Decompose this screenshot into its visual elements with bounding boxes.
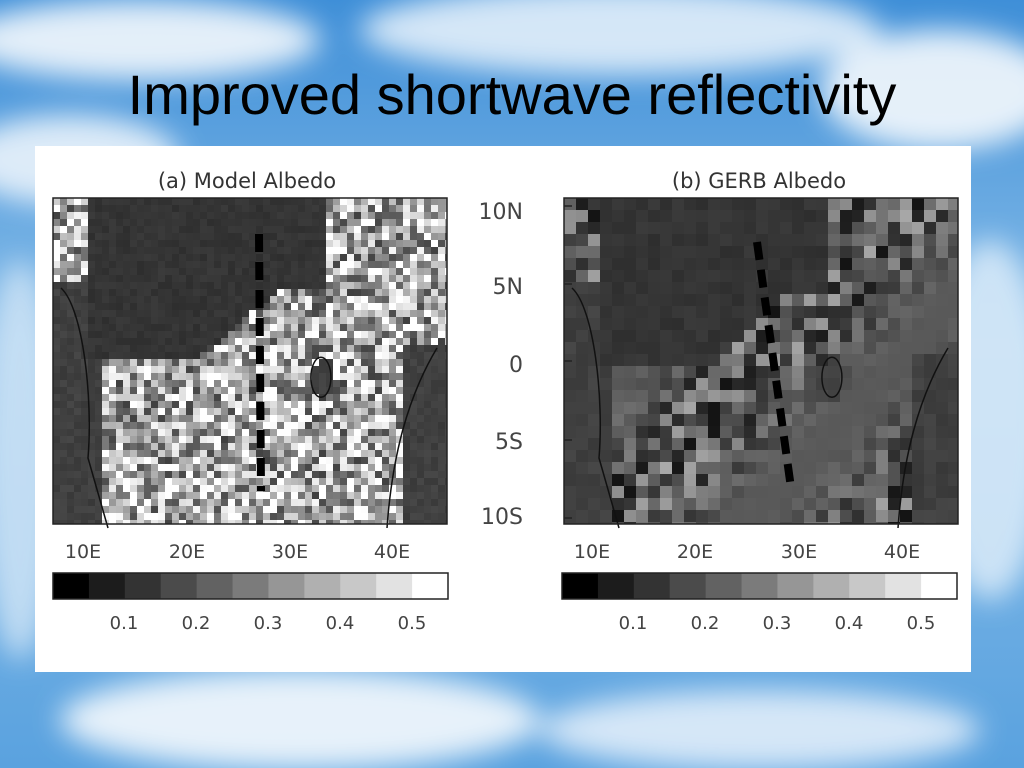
- panel-a-map: [52, 197, 448, 529]
- colorbar-tick-label: 0.2: [691, 613, 720, 634]
- colorbar-a-ticks: 0.1 0.2 0.3 0.4 0.5: [110, 613, 427, 634]
- colorbar-tick-label: 0.3: [254, 613, 283, 634]
- colorbar-swatch: [304, 573, 341, 599]
- y-tick-label: 10S: [481, 505, 523, 530]
- colorbar-swatch: [412, 573, 449, 599]
- colorbar-tick-label: 0.2: [182, 613, 211, 634]
- y-tick-label: 5S: [495, 430, 523, 455]
- colorbar-swatch: [777, 573, 814, 599]
- x-tick-label: 20E: [169, 541, 205, 563]
- x-tick-label: 10E: [574, 541, 610, 563]
- colorbar-swatch: [562, 573, 599, 599]
- albedo-figure: (a) Model Albedo (b) GERB Albedo 10N 5N …: [35, 146, 971, 672]
- x-tick-label: 20E: [677, 541, 713, 563]
- y-tick-label: 0: [509, 353, 523, 378]
- x-tick-label: 40E: [374, 541, 410, 563]
- colorbar-tick-label: 0.3: [763, 613, 792, 634]
- x-tick-label: 30E: [272, 541, 308, 563]
- figure-svg: (a) Model Albedo (b) GERB Albedo 10N 5N …: [52, 169, 959, 634]
- colorbar-tick-label: 0.4: [835, 613, 864, 634]
- panel-a-label: (a) Model Albedo: [158, 169, 336, 193]
- colorbar-swatch: [849, 573, 886, 599]
- colorbar-swatch: [669, 573, 707, 599]
- colorbar-b-ticks: 0.1 0.2 0.3 0.4 0.5: [619, 613, 936, 634]
- colorbar-swatch: [196, 573, 234, 599]
- panel-b-map: [563, 197, 959, 529]
- slide-title: Improved shortwave reflectivity: [127, 63, 897, 126]
- x-tick-label: 30E: [781, 541, 817, 563]
- colorbar-swatch: [160, 573, 198, 599]
- colorbar-swatch: [232, 573, 269, 599]
- colorbar-tick-label: 0.1: [619, 613, 648, 634]
- colorbar-swatch: [705, 573, 743, 599]
- colorbar-swatch: [741, 573, 778, 599]
- colorbar-tick-label: 0.1: [110, 613, 139, 634]
- colorbar-swatch: [376, 573, 413, 599]
- colorbar-swatch: [597, 573, 635, 599]
- panel-b-x-axis: 10E 20E 30E 40E: [574, 541, 920, 563]
- colorbar-swatch: [633, 573, 671, 599]
- colorbar-tick-label: 0.5: [398, 613, 427, 634]
- colorbar-a: [52, 572, 449, 600]
- x-tick-label: 10E: [65, 541, 101, 563]
- y-tick-label: 10N: [479, 200, 523, 225]
- x-tick-label: 40E: [884, 541, 920, 563]
- panel-b-label: (b) GERB Albedo: [672, 169, 846, 193]
- colorbar-swatch: [53, 573, 90, 599]
- colorbar-swatch: [921, 573, 958, 599]
- colorbar-tick-label: 0.5: [907, 613, 936, 634]
- panel-a-x-axis: 10E 20E 30E 40E: [65, 541, 410, 563]
- y-tick-label: 5N: [493, 275, 523, 300]
- colorbar-b: [561, 572, 958, 600]
- colorbar-swatch: [124, 573, 162, 599]
- panel-b-y-axis: 10N 5N 0 5S 10S: [479, 200, 523, 530]
- colorbar-swatch: [268, 573, 305, 599]
- colorbar-tick-label: 0.4: [326, 613, 355, 634]
- colorbar-swatch: [813, 573, 850, 599]
- colorbar-swatch: [885, 573, 922, 599]
- colorbar-swatch: [340, 573, 377, 599]
- colorbar-swatch: [88, 573, 126, 599]
